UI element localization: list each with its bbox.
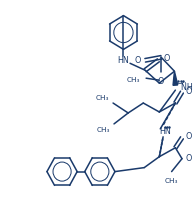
Text: O: O bbox=[163, 54, 170, 63]
Text: O: O bbox=[157, 77, 164, 86]
Text: CH₃: CH₃ bbox=[165, 178, 178, 184]
Text: O: O bbox=[186, 87, 192, 96]
Text: CH₃: CH₃ bbox=[96, 95, 109, 101]
Text: HN: HN bbox=[159, 127, 171, 136]
Text: O: O bbox=[186, 154, 192, 163]
Text: O: O bbox=[134, 56, 140, 65]
Text: ̅NH: ̅NH bbox=[181, 83, 193, 92]
Text: CH₃: CH₃ bbox=[127, 77, 140, 83]
Text: ···: ··· bbox=[180, 80, 186, 86]
Polygon shape bbox=[173, 71, 178, 85]
Text: CH₃: CH₃ bbox=[97, 127, 110, 133]
Text: O: O bbox=[186, 132, 192, 141]
Text: HN: HN bbox=[118, 56, 129, 65]
